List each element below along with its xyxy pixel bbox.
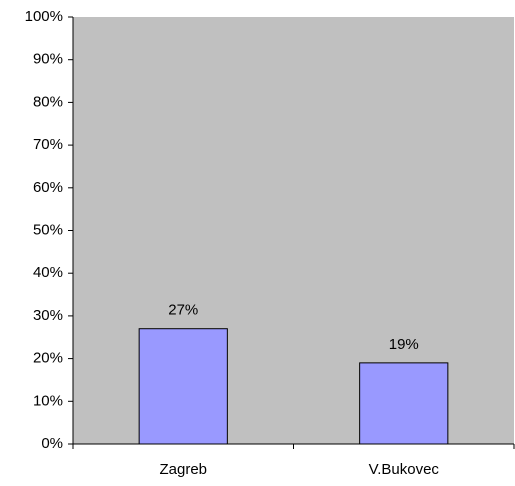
y-tick-label: 70% (33, 136, 63, 153)
y-tick-label: 60% (33, 179, 63, 196)
y-tick-label: 0% (41, 435, 63, 452)
y-tick-label: 40% (33, 264, 63, 281)
y-tick-label: 30% (33, 307, 63, 324)
y-tick-label: 100% (25, 8, 63, 25)
data-label: 27% (168, 302, 198, 319)
y-tick-label: 50% (33, 221, 63, 238)
data-label: 19% (389, 336, 419, 353)
bar (138, 328, 228, 445)
x-tick-label: V.Bukovec (369, 461, 440, 478)
y-tick-label: 20% (33, 350, 63, 367)
y-tick-label: 10% (33, 392, 63, 409)
bar (359, 362, 449, 445)
y-tick-label: 90% (33, 51, 63, 68)
x-tick-label: Zagreb (159, 461, 207, 478)
y-tick-label: 80% (33, 93, 63, 110)
